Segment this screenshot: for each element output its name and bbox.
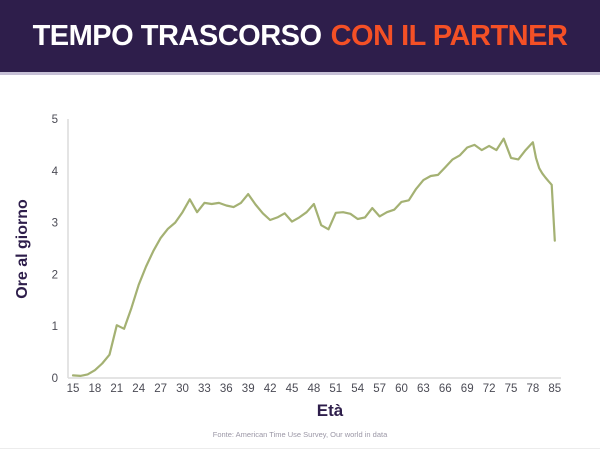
y-axis-label: Ore al giorno <box>14 199 31 299</box>
y-tick-label: 2 <box>52 269 58 281</box>
x-tick-label: 30 <box>176 383 189 395</box>
x-tick-label: 69 <box>461 383 474 395</box>
x-tick-label: 54 <box>351 383 364 395</box>
x-tick-label: 21 <box>110 383 123 395</box>
x-tick-label: 18 <box>89 383 102 395</box>
page-title: TEMPO TRASCORSO CON IL PARTNER <box>32 19 568 52</box>
x-tick-label: 51 <box>329 383 342 395</box>
y-tick-label: 4 <box>52 166 59 178</box>
title-part-white: TEMPO TRASCORSO <box>32 19 322 52</box>
y-tick-label: 1 <box>52 321 58 333</box>
header-bar: TEMPO TRASCORSO CON IL PARTNER <box>0 0 600 75</box>
y-tick-label: 3 <box>52 218 58 230</box>
x-tick-label: 60 <box>395 383 408 395</box>
x-tick-label: 66 <box>439 383 452 395</box>
x-tick-label: 24 <box>132 383 145 395</box>
x-tick-label: 27 <box>154 383 167 395</box>
x-tick-label: 42 <box>264 383 277 395</box>
x-tick-label: 33 <box>198 383 211 395</box>
x-tick-label: 39 <box>242 383 255 395</box>
x-tick-label: 75 <box>505 383 518 395</box>
x-tick-label: 63 <box>417 383 430 395</box>
x-tick-label: 15 <box>67 383 80 395</box>
y-tick-label: 0 <box>52 373 58 385</box>
y-tick-label: 5 <box>52 114 58 126</box>
title-part-orange: CON IL PARTNER <box>330 19 568 52</box>
x-tick-label: 57 <box>373 383 386 395</box>
x-tick-label: 72 <box>483 383 496 395</box>
x-tick-label: 36 <box>220 383 233 395</box>
source-note: Fonte: American Time Use Survey, Our wor… <box>213 430 388 439</box>
x-tick-label: 78 <box>527 383 540 395</box>
x-axis-label: Età <box>317 401 344 420</box>
data-series-line <box>71 137 556 377</box>
x-tick-label: 48 <box>308 383 321 395</box>
chart-area: 0 1 2 3 4 5 15 18 21 24 27 30 33 36 39 42 45 48 51 54 57 60 63… <box>0 75 600 448</box>
x-tick-label: 85 <box>548 383 561 395</box>
x-tick-label: 45 <box>286 383 299 395</box>
